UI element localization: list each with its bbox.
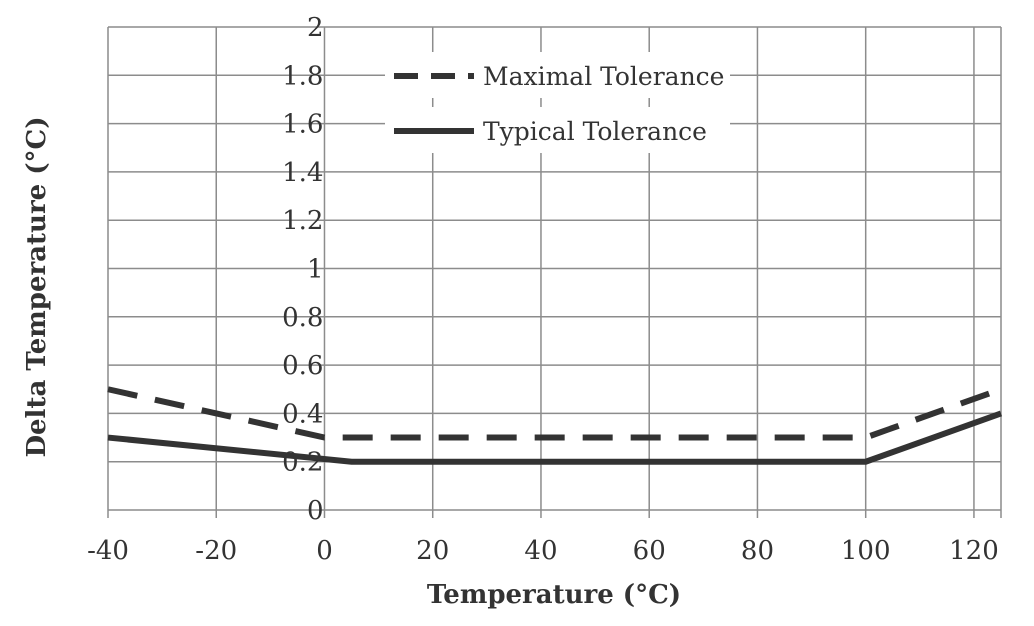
y-tick-label: 1.8 bbox=[282, 61, 323, 91]
x-tick-label: 20 bbox=[416, 536, 449, 566]
x-tick-label: 100 bbox=[841, 536, 891, 566]
y-tick-label: 0.6 bbox=[282, 351, 323, 381]
y-tick-label: 0 bbox=[307, 496, 324, 526]
y-tick-label: 1.4 bbox=[282, 158, 323, 188]
y-axis-title: Delta Temperature (°C) bbox=[22, 116, 52, 457]
series-lines bbox=[107, 386, 1003, 465]
legend: Maximal Tolerance Typical Tolerance bbox=[385, 52, 730, 153]
y-tick-label: 1.6 bbox=[282, 110, 323, 140]
legend-label: Maximal Tolerance bbox=[483, 62, 724, 91]
x-tick-label: 120 bbox=[949, 536, 999, 566]
x-tick-label: 60 bbox=[633, 536, 666, 566]
y-tick-label: 0.2 bbox=[282, 448, 323, 478]
y-tick-label: 0.8 bbox=[282, 303, 323, 333]
x-tick-label: -40 bbox=[87, 536, 129, 566]
maximal-tolerance-line bbox=[107, 386, 1003, 441]
x-tick-labels: -40 -20 0 20 40 60 80 100 120 bbox=[87, 536, 999, 566]
x-tick-label: 80 bbox=[741, 536, 774, 566]
x-tick-label: 40 bbox=[524, 536, 557, 566]
y-tick-label: 1 bbox=[307, 255, 324, 285]
x-tick-label: -20 bbox=[195, 536, 237, 566]
typical-tolerance-line bbox=[107, 410, 1003, 465]
legend-label: Typical Tolerance bbox=[483, 117, 707, 146]
y-tick-labels: 0 0.2 0.4 0.6 0.8 1 1.2 1.4 1.6 1.8 2 bbox=[282, 13, 323, 526]
x-tick-label: 0 bbox=[316, 536, 333, 566]
x-axis-title: Temperature (°C) bbox=[427, 580, 681, 610]
y-tick-label: 0.4 bbox=[282, 399, 323, 429]
y-tick-label: 1.2 bbox=[282, 206, 323, 236]
y-tick-label: 2 bbox=[307, 13, 324, 43]
gridlines bbox=[107, 26, 1002, 518]
